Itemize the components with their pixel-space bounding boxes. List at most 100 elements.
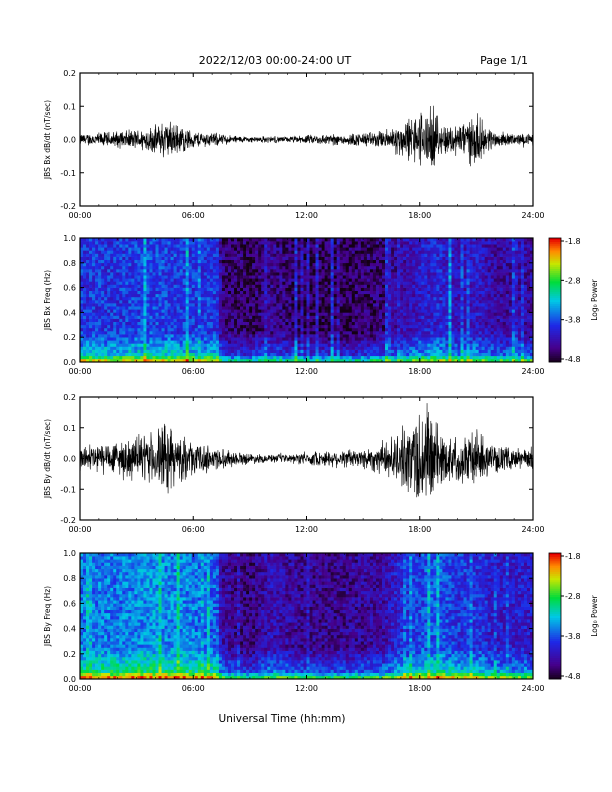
- spectrogram-cell: [224, 262, 229, 267]
- spectrogram-cell: [212, 327, 217, 332]
- spectrogram-cell: [200, 247, 205, 251]
- spectrogram-cell: [89, 355, 93, 360]
- spectrogram-cell: [200, 337, 205, 341]
- spectrogram-cell: [385, 244, 389, 248]
- spectrogram-cell: [439, 244, 443, 248]
- spectrogram-cell: [375, 287, 380, 291]
- spectrogram-cell: [345, 321, 350, 326]
- spectrogram-cell: [227, 281, 232, 285]
- spectrogram-cell: [89, 340, 93, 344]
- spectrogram-cell: [83, 262, 87, 267]
- spectrogram-cell: [282, 250, 286, 254]
- spectrogram-cell: [354, 287, 359, 291]
- spectrogram-cell: [131, 337, 135, 341]
- spectrogram-cell: [200, 346, 205, 350]
- spectrogram-cell: [315, 358, 319, 363]
- spectrogram-cell: [227, 256, 232, 260]
- spectrogram-cell: [182, 272, 186, 276]
- spectrogram-cell: [388, 265, 392, 270]
- spectrogram-cell: [240, 269, 244, 273]
- spectrogram-cell: [357, 265, 362, 270]
- spectrogram-cell: [406, 343, 410, 347]
- spectrogram-cell: [318, 306, 322, 310]
- spectrogram-cell: [237, 340, 241, 344]
- spectrogram-cell: [306, 250, 310, 254]
- spectrogram-cell: [297, 247, 301, 251]
- spectrogram-cell: [80, 265, 84, 270]
- spectrogram-cell: [279, 340, 283, 344]
- spectrogram-cell: [285, 300, 289, 304]
- spectrogram-cell: [315, 324, 319, 329]
- spectrogram-cell: [152, 355, 156, 360]
- spectrogram-cell: [119, 278, 123, 282]
- spectrogram-cell: [351, 281, 356, 285]
- spectrogram-cell: [288, 293, 292, 298]
- spectrogram-cell: [430, 300, 434, 304]
- spectrogram-cell: [83, 281, 87, 285]
- spectrogram-cell: [303, 293, 307, 298]
- spectrogram-cell: [131, 315, 135, 319]
- spectrogram-cell: [149, 312, 153, 316]
- spectrogram-cell: [128, 265, 132, 270]
- spectrogram-cell: [421, 349, 425, 353]
- spectrogram-cell: [333, 265, 337, 270]
- spectrogram-cell: [179, 334, 183, 338]
- spectrogram-cell: [155, 331, 159, 335]
- spectrogram-cell: [309, 312, 313, 316]
- spectrogram-cell: [397, 334, 401, 338]
- spectrogram-cell: [155, 262, 159, 267]
- spectrogram-cell: [445, 244, 449, 248]
- spectrogram-cell: [167, 324, 171, 329]
- spectrogram-cell: [279, 269, 283, 273]
- spectrogram-cell: [149, 238, 153, 242]
- spectrogram-cell: [134, 349, 138, 353]
- spectrogram-cell: [164, 324, 168, 329]
- spectrogram-cell: [306, 334, 310, 338]
- spectrogram-cell: [315, 352, 319, 357]
- spectrogram-cell: [140, 303, 144, 307]
- spectrogram-cell: [433, 321, 437, 326]
- spectrogram-cell: [252, 272, 256, 276]
- spectrogram-cell: [279, 321, 283, 326]
- spectrogram-cell: [173, 321, 177, 326]
- spectrogram-cell: [324, 309, 328, 313]
- spectrogram-cell: [255, 321, 259, 326]
- spectrogram-cell: [288, 346, 292, 350]
- spectrogram-cell: [357, 306, 362, 310]
- spectrogram-cell: [303, 296, 307, 301]
- spectrogram-cell: [140, 321, 144, 326]
- spectrogram-cell: [388, 349, 392, 353]
- spectrogram-cell: [119, 349, 123, 353]
- spectrogram-cell: [218, 241, 223, 245]
- spectrogram-cell: [264, 244, 268, 248]
- spectrogram-cell: [164, 309, 168, 313]
- spectrogram-cell: [354, 265, 359, 270]
- spectrogram-cell: [418, 265, 422, 270]
- spectrogram-cell: [98, 309, 102, 313]
- spectrogram-cell: [264, 253, 268, 257]
- spectrogram-cell: [285, 256, 289, 260]
- spectrogram-cell: [182, 303, 186, 307]
- spectrogram-cell: [300, 309, 304, 313]
- spectrogram-cell: [209, 244, 214, 248]
- spectrogram-cell: [264, 293, 268, 298]
- spectrogram-cell: [439, 296, 443, 301]
- spectrogram-cell: [388, 331, 392, 335]
- spectrogram-cell: [80, 309, 84, 313]
- spectrogram-cell: [409, 269, 413, 273]
- spectrogram-cell: [104, 256, 108, 260]
- spectrogram-cell: [146, 262, 150, 267]
- spectrogram-cell: [403, 262, 407, 267]
- spectrogram-cell: [388, 275, 392, 279]
- spectrogram-cell: [101, 290, 105, 295]
- spectrogram-cell: [282, 269, 286, 273]
- spectrogram-cell: [282, 346, 286, 350]
- spectrogram-cell: [309, 352, 313, 357]
- spectrogram-cell: [95, 315, 99, 319]
- spectrogram-cell: [273, 309, 277, 313]
- spectrogram-cell: [348, 315, 353, 319]
- spectrogram-cell: [300, 337, 304, 341]
- spectrogram-cell: [95, 284, 99, 288]
- spectrogram-cell: [385, 300, 389, 304]
- spectrogram-cell: [161, 318, 165, 322]
